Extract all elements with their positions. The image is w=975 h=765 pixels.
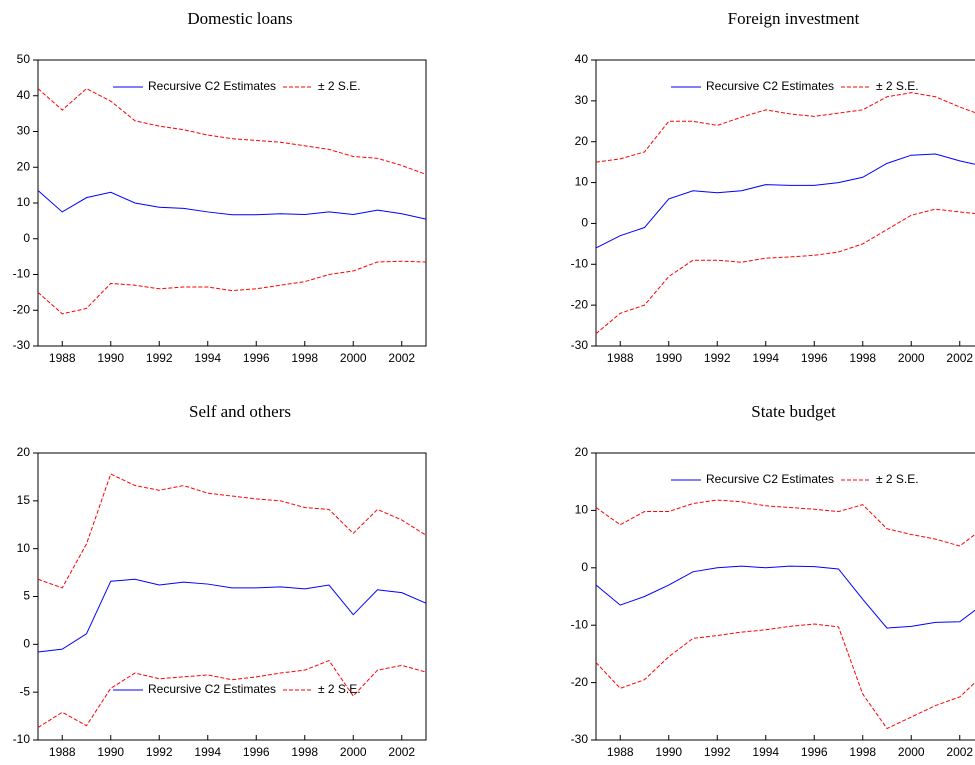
x-tick-label: 1988 bbox=[607, 745, 634, 759]
x-tick-label: 2002 bbox=[388, 351, 415, 365]
x-tick-label: 1990 bbox=[655, 351, 682, 365]
plot-frame bbox=[37, 59, 427, 347]
x-tick-label: 1994 bbox=[194, 351, 221, 365]
y-tick-label: 0 bbox=[23, 231, 30, 245]
legend-label: Recursive C2 Estimates bbox=[706, 79, 834, 93]
chart-title: Domestic loans bbox=[187, 9, 292, 28]
y-tick-label: 15 bbox=[17, 493, 31, 507]
x-tick-label: 1992 bbox=[704, 351, 731, 365]
x-tick-label: 1996 bbox=[801, 351, 828, 365]
series-line bbox=[595, 623, 975, 730]
x-tick-label: 1994 bbox=[752, 351, 779, 365]
y-tick-label: 10 bbox=[17, 541, 31, 555]
x-tick-label: 1992 bbox=[146, 745, 173, 759]
y-tick-label: -10 bbox=[571, 256, 589, 270]
x-tick-label: 2000 bbox=[340, 351, 367, 365]
plot-frame bbox=[595, 59, 975, 347]
x-tick-label: 1998 bbox=[849, 351, 876, 365]
x-tick-label: 1988 bbox=[49, 745, 76, 759]
series-line bbox=[595, 565, 975, 629]
x-tick-label: 2002 bbox=[946, 745, 973, 759]
x-tick-label: 1988 bbox=[607, 351, 634, 365]
y-tick-label: -5 bbox=[19, 684, 30, 698]
series-line bbox=[37, 578, 427, 653]
x-tick-label: 2000 bbox=[898, 351, 925, 365]
series-line bbox=[37, 260, 427, 315]
chart-title: Foreign investment bbox=[728, 9, 860, 28]
panel: Domestic loans -30 -20 -10 0 10 20 30 40 50 1988 19… bbox=[13, 9, 427, 365]
x-tick-label: 1998 bbox=[291, 351, 318, 365]
x-tick-label: 1988 bbox=[49, 351, 76, 365]
x-tick-label: 1990 bbox=[97, 351, 124, 365]
x-tick-label: 2000 bbox=[340, 745, 367, 759]
y-tick-label: 50 bbox=[17, 52, 31, 66]
x-tick-label: 1998 bbox=[849, 745, 876, 759]
series-line bbox=[37, 87, 427, 175]
x-tick-label: 1996 bbox=[243, 745, 270, 759]
series-line bbox=[37, 473, 427, 589]
y-tick-label: 20 bbox=[575, 445, 589, 459]
series-line bbox=[37, 659, 427, 728]
panel: Foreign investment -30 -20 -10 0 10 20 30 40 1988… bbox=[571, 9, 975, 365]
y-tick-label: -30 bbox=[571, 338, 589, 352]
x-tick-label: 1992 bbox=[146, 351, 173, 365]
plot-frame bbox=[595, 452, 975, 741]
y-tick-label: 40 bbox=[575, 52, 589, 66]
legend-label: Recursive C2 Estimates bbox=[148, 682, 276, 696]
x-tick-label: 2002 bbox=[388, 745, 415, 759]
y-tick-label: -10 bbox=[13, 732, 31, 746]
y-tick-label: 0 bbox=[581, 560, 588, 574]
y-tick-label: 20 bbox=[575, 134, 589, 148]
y-tick-label: 40 bbox=[17, 88, 31, 102]
y-tick-label: 10 bbox=[575, 503, 589, 517]
series-line bbox=[37, 190, 427, 220]
y-tick-label: 20 bbox=[17, 445, 31, 459]
legend-label: ± 2 S.E. bbox=[318, 682, 361, 696]
legend-label: ± 2 S.E. bbox=[876, 472, 919, 486]
y-tick-label: -20 bbox=[571, 297, 589, 311]
y-tick-label: -20 bbox=[571, 675, 589, 689]
y-tick-label: -30 bbox=[571, 732, 589, 746]
x-tick-label: 2000 bbox=[898, 745, 925, 759]
legend-label: ± 2 S.E. bbox=[876, 79, 919, 93]
y-tick-label: 5 bbox=[23, 589, 30, 603]
panel: Self and others -10 -5 0 5 10 15 20 1988 1990 1992… bbox=[13, 402, 427, 759]
x-tick-label: 1996 bbox=[243, 351, 270, 365]
x-tick-label: 1994 bbox=[194, 745, 221, 759]
panel: State budget -30 -20 -10 0 10 20 1988 1990 1992 19… bbox=[571, 402, 975, 759]
legend-label: Recursive C2 Estimates bbox=[706, 472, 834, 486]
y-tick-label: -30 bbox=[13, 338, 31, 352]
y-tick-label: 0 bbox=[581, 216, 588, 230]
y-tick-label: 0 bbox=[23, 637, 30, 651]
legend-label: ± 2 S.E. bbox=[318, 79, 361, 93]
y-tick-label: 30 bbox=[575, 93, 589, 107]
series-line bbox=[595, 153, 975, 249]
y-tick-label: -10 bbox=[13, 267, 31, 281]
x-tick-label: 1990 bbox=[97, 745, 124, 759]
series-line bbox=[595, 499, 975, 547]
x-tick-label: 1990 bbox=[655, 745, 682, 759]
x-tick-label: 1994 bbox=[752, 745, 779, 759]
x-tick-label: 2002 bbox=[946, 351, 973, 365]
legend-label: Recursive C2 Estimates bbox=[148, 79, 276, 93]
y-tick-label: 10 bbox=[17, 195, 31, 209]
y-tick-label: -20 bbox=[13, 302, 31, 316]
chart-title: State budget bbox=[751, 402, 836, 421]
y-tick-label: 20 bbox=[17, 159, 31, 173]
x-tick-label: 1992 bbox=[704, 745, 731, 759]
series-line bbox=[595, 92, 975, 163]
x-tick-label: 1998 bbox=[291, 745, 318, 759]
chart-title: Self and others bbox=[189, 402, 291, 421]
series-line bbox=[595, 208, 975, 335]
y-tick-label: 30 bbox=[17, 124, 31, 138]
y-tick-label: 10 bbox=[575, 175, 589, 189]
y-tick-label: -10 bbox=[571, 617, 589, 631]
x-tick-label: 1996 bbox=[801, 745, 828, 759]
